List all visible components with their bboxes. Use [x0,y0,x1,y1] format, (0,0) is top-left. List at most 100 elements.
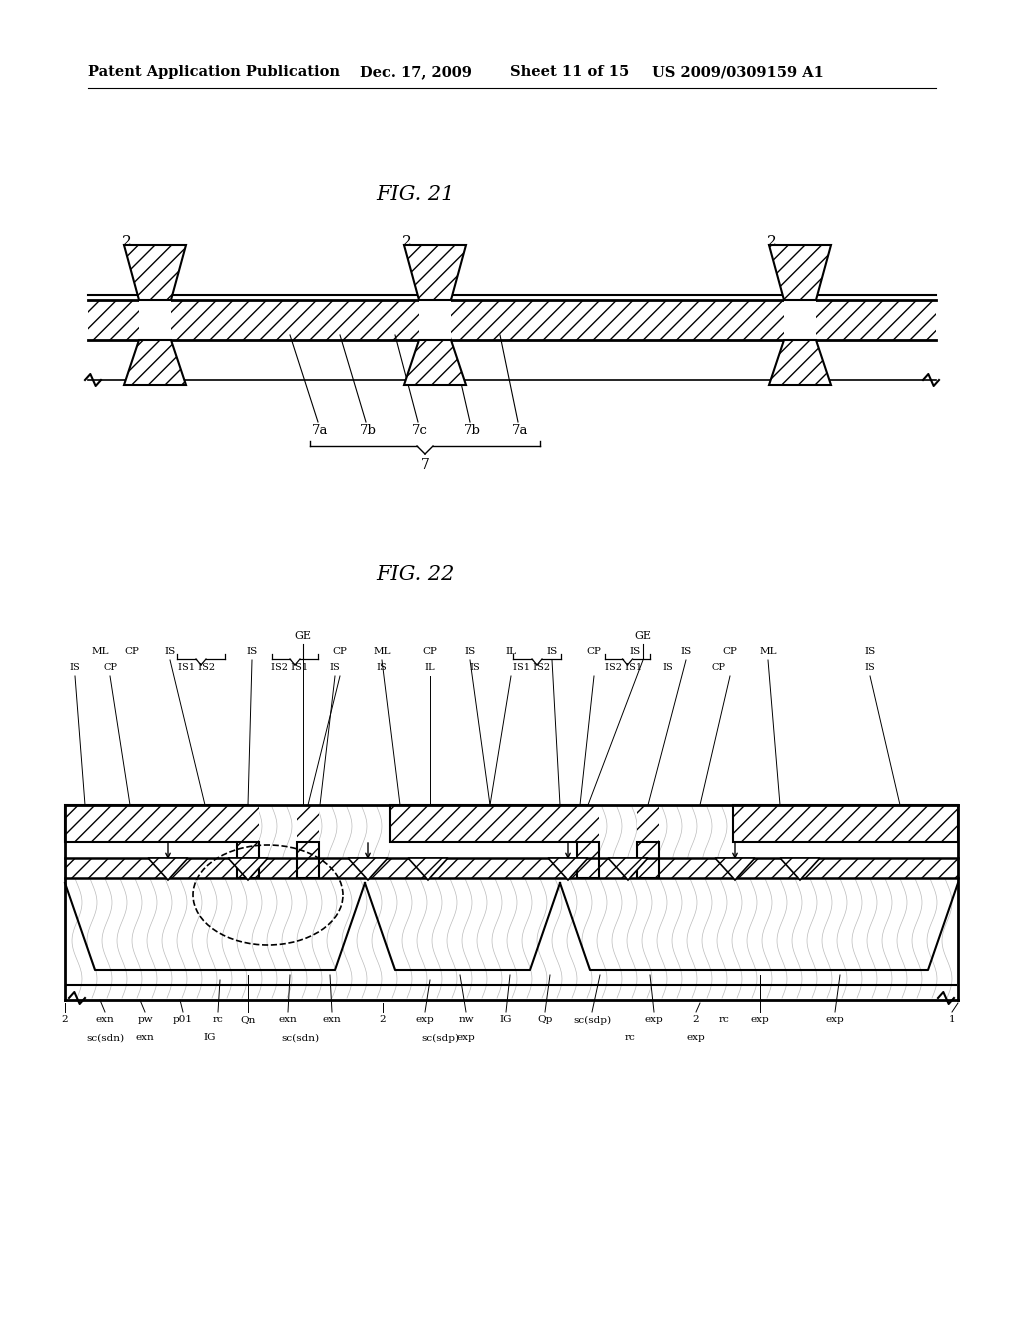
Bar [577,805,599,842]
Polygon shape [408,858,449,880]
Polygon shape [348,858,388,880]
Text: IL: IL [425,664,435,672]
Polygon shape [769,246,831,300]
Polygon shape [228,858,268,880]
Bar [637,805,659,842]
Polygon shape [148,858,188,880]
Text: 7b: 7b [359,424,377,437]
Bar [419,300,451,341]
Bar [237,805,259,842]
Bar [733,805,958,842]
Bar [784,300,816,341]
Text: IS: IS [330,664,340,672]
Text: IS: IS [864,664,876,672]
Text: IS: IS [864,648,876,656]
Polygon shape [715,858,755,880]
Text: Qp: Qp [538,1015,553,1024]
Text: 2: 2 [692,1015,699,1024]
Bar [637,842,659,878]
Text: exp: exp [457,1034,475,1043]
Text: exn: exn [95,1015,115,1024]
Text: Sheet 11 of 15: Sheet 11 of 15 [510,65,630,79]
Polygon shape [548,858,588,880]
Text: ML: ML [374,648,391,656]
Text: CP: CP [103,664,117,672]
Bar [577,805,599,842]
Bar [733,842,958,858]
Text: sc(sdp): sc(sdp) [573,1015,611,1024]
Polygon shape [404,341,466,385]
Bar [65,842,248,858]
Text: nw: nw [458,1015,474,1024]
Text: exp: exp [825,1015,845,1024]
Bar [139,300,171,341]
Text: GE: GE [635,631,651,642]
Text: pw: pw [137,1015,153,1024]
Text: rc: rc [213,1015,223,1024]
Text: IS: IS [247,648,258,656]
Text: IS: IS [663,664,674,672]
Text: CP: CP [711,664,725,672]
Bar [637,805,659,842]
Bar [390,842,588,858]
Bar [577,842,599,878]
Text: IS2 IS1: IS2 IS1 [605,664,643,672]
Text: IS1 IS2: IS1 IS2 [513,664,551,672]
Polygon shape [404,246,466,300]
Text: Patent Application Publication: Patent Application Publication [88,65,340,79]
Text: 7c: 7c [412,424,428,437]
Text: IS: IS [377,664,387,672]
Text: IS: IS [165,648,176,656]
Bar [297,842,319,878]
Text: 2: 2 [61,1015,69,1024]
Text: 7: 7 [421,458,429,473]
Text: Qn: Qn [241,1015,256,1024]
Text: exp: exp [416,1015,434,1024]
Text: ML: ML [91,648,109,656]
Text: CP: CP [333,648,347,656]
Text: 2: 2 [122,235,132,249]
Text: IS: IS [470,664,480,672]
Text: GE: GE [295,631,311,642]
Text: Dec. 17, 2009: Dec. 17, 2009 [360,65,472,79]
Text: rc: rc [719,1015,729,1024]
Polygon shape [769,341,831,385]
Text: CP: CP [587,648,601,656]
Text: 7b: 7b [464,424,480,437]
Text: exp: exp [645,1015,664,1024]
Text: IG: IG [204,1034,216,1043]
Text: 2: 2 [380,1015,386,1024]
Text: sc(sdn): sc(sdn) [86,1034,124,1043]
Bar [65,858,958,878]
Text: CP: CP [125,648,139,656]
Bar [297,805,319,842]
Polygon shape [608,858,648,880]
Text: FIG. 21: FIG. 21 [376,186,455,205]
Bar [390,805,588,842]
Text: ML: ML [759,648,777,656]
Text: exn: exn [323,1015,341,1024]
Text: US 2009/0309159 A1: US 2009/0309159 A1 [652,65,824,79]
Text: IS1 IS2: IS1 IS2 [178,664,216,672]
Bar [297,842,319,878]
Bar [88,300,936,341]
Text: IS: IS [680,648,691,656]
Bar [577,842,599,878]
Text: IS: IS [547,648,558,656]
Text: IS: IS [70,664,80,672]
Text: exp: exp [687,1034,706,1043]
Text: p01: p01 [173,1015,193,1024]
Text: exn: exn [135,1034,155,1043]
Text: exn: exn [279,1015,297,1024]
Bar [65,805,248,842]
Text: IS: IS [464,648,475,656]
Text: 2: 2 [767,235,777,249]
Bar [65,805,248,842]
Bar [297,805,319,842]
Text: 7a: 7a [512,424,528,437]
Bar [637,842,659,878]
Bar [733,805,958,842]
Text: sc(sdn): sc(sdn) [281,1034,319,1043]
Text: 1: 1 [948,1015,955,1024]
Text: IS2 IS1: IS2 IS1 [271,664,308,672]
